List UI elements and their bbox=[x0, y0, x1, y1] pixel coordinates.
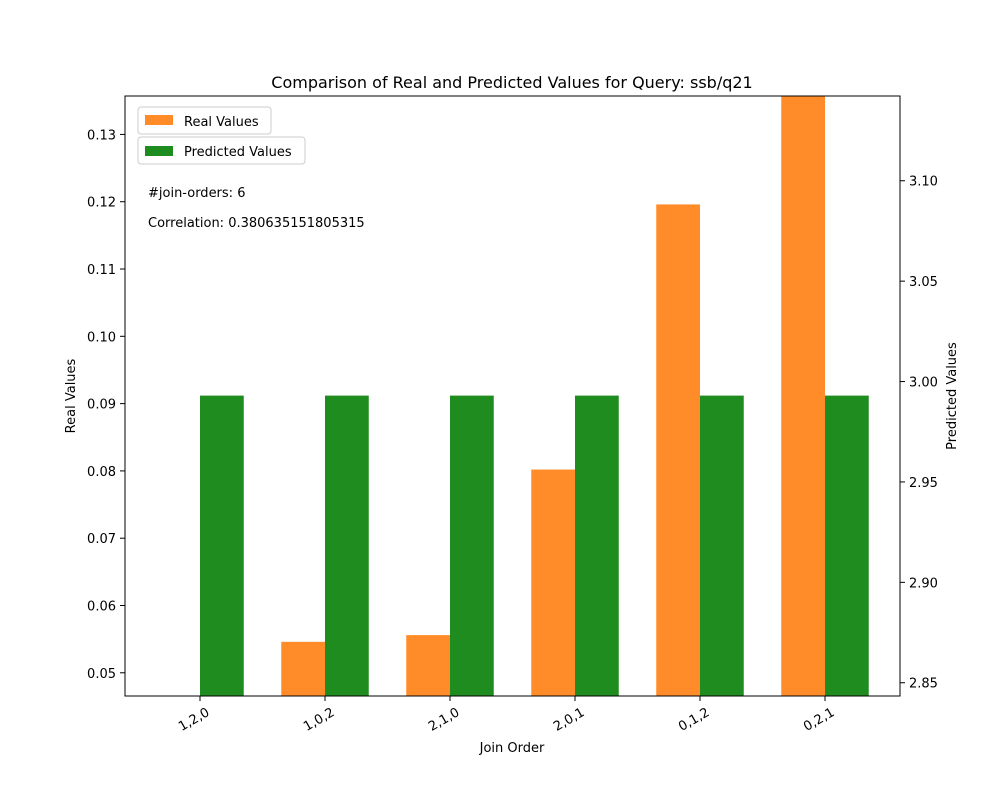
y-left-tick-label-3: 0.08 bbox=[87, 465, 116, 480]
legend-swatch-real bbox=[145, 115, 173, 125]
y-axis-left-label: Real Values bbox=[64, 358, 79, 433]
plot-frame bbox=[124, 95, 901, 697]
bar-predicted-2 bbox=[450, 395, 494, 696]
bar-predicted-5 bbox=[825, 395, 869, 696]
annotation-join-orders: #join-orders: 6 bbox=[148, 186, 245, 201]
y-left-tick-label-4: 0.09 bbox=[87, 398, 116, 413]
y-right-tick-label-1: 2.90 bbox=[909, 576, 938, 591]
y-left-tick-label-0: 0.05 bbox=[87, 667, 116, 682]
bar-predicted-0 bbox=[200, 395, 244, 696]
y-right-tick-label-3: 3.00 bbox=[909, 376, 938, 391]
chart-title: Comparison of Real and Predicted Values … bbox=[271, 73, 752, 92]
y-left-tick-label-6: 0.11 bbox=[87, 263, 116, 278]
legend-label-predicted: Predicted Values bbox=[184, 145, 292, 160]
bar-predicted-4 bbox=[700, 395, 744, 696]
legend: Real Values Predicted Values bbox=[137, 106, 306, 165]
legend-box-real bbox=[137, 106, 272, 135]
bar-predicted-1 bbox=[325, 395, 369, 696]
y-axis-right-label: Predicted Values bbox=[945, 342, 960, 450]
y-right-tick-label-0: 2.85 bbox=[909, 677, 938, 692]
y-right-tick-label-2: 2.95 bbox=[909, 476, 938, 491]
bar-real-3 bbox=[531, 469, 575, 696]
y-axis-left: 0.05 0.06 0.07 0.08 0.09 0.10 0.11 0.12 0.13 bbox=[87, 128, 125, 682]
y-right-tick-label-4: 3.05 bbox=[909, 275, 938, 290]
y-right-tick-label-5: 3.10 bbox=[909, 175, 938, 190]
bar-real-5 bbox=[781, 96, 825, 697]
bar-predicted-3 bbox=[575, 395, 619, 696]
y-left-tick-label-2: 0.07 bbox=[87, 532, 116, 547]
y-left-tick-label-5: 0.10 bbox=[87, 330, 116, 345]
legend-box-predicted bbox=[137, 136, 306, 165]
annotation-correlation: Correlation: 0.380635151805315 bbox=[148, 216, 365, 231]
y-left-tick-label-8: 0.13 bbox=[87, 128, 116, 143]
bar-real-4 bbox=[656, 204, 700, 696]
x-axis-label: Join Order bbox=[479, 741, 545, 756]
y-left-tick-label-7: 0.12 bbox=[87, 196, 116, 211]
bar-real-1 bbox=[281, 641, 325, 696]
y-axis-right: 2.85 2.90 2.95 3.00 3.05 3.10 bbox=[900, 175, 938, 692]
bars bbox=[200, 96, 869, 697]
bar-real-2 bbox=[406, 635, 450, 696]
legend-swatch-predicted bbox=[145, 146, 173, 156]
legend-label-real: Real Values bbox=[184, 115, 259, 130]
y-left-tick-label-1: 0.06 bbox=[87, 599, 116, 614]
